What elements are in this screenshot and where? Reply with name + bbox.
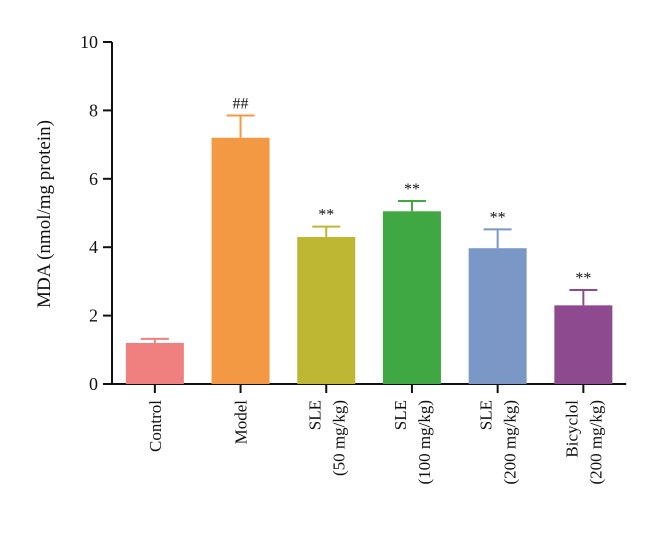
significance-marker: **	[318, 207, 334, 224]
category-label: Bicyclol	[562, 400, 581, 458]
bar	[554, 305, 613, 384]
significance-marker: **	[490, 209, 506, 226]
category-labels: Control Model SLE (50 mg/kg) SLE (100 mg/kg) S…	[146, 400, 605, 485]
category-label: (200 mg/kg)	[501, 400, 520, 485]
category-label: SLE	[305, 400, 324, 430]
significance-annotations: ## ** ** ** **	[233, 96, 592, 287]
category-label: SLE	[477, 400, 496, 430]
y-tick-label: 10	[80, 32, 98, 52]
category-label: (100 mg/kg)	[415, 400, 434, 485]
category-label: SLE	[391, 400, 410, 430]
significance-marker: **	[404, 181, 420, 198]
category-label: Model	[232, 400, 251, 445]
x-axis	[111, 383, 627, 393]
bar	[211, 137, 270, 384]
category-label: Control	[146, 400, 165, 452]
y-tick-label: 2	[89, 306, 98, 326]
category-label: (50 mg/kg)	[329, 400, 348, 476]
y-axis-title: MDA (nmol/mg protein)	[34, 120, 55, 308]
bar	[468, 248, 527, 384]
category-label: (200 mg/kg)	[586, 400, 605, 485]
y-axis: 0 2 4 6 8 10	[80, 32, 113, 394]
y-tick-label: 8	[89, 100, 98, 120]
bars	[125, 137, 613, 384]
significance-marker: **	[575, 270, 591, 287]
y-tick-label: 4	[89, 237, 98, 257]
error-bars	[140, 114, 598, 343]
significance-marker: ##	[233, 96, 249, 113]
bar	[382, 211, 441, 384]
y-tick-label: 6	[89, 169, 98, 189]
bar	[125, 342, 184, 384]
bar	[297, 236, 356, 384]
y-tick-label: 0	[89, 374, 98, 394]
